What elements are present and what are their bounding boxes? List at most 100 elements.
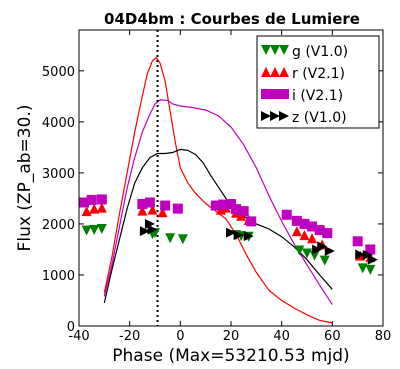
legend-marker-g-0 — [261, 45, 271, 55]
point-i-8 — [218, 199, 229, 210]
point-z-4 — [233, 230, 244, 241]
legend-marker-r-2 — [279, 67, 289, 77]
point-g-14 — [357, 263, 368, 274]
point-r-1 — [89, 203, 100, 214]
legend-item-g: g (V1.0) — [261, 44, 348, 60]
legend-box — [256, 35, 380, 129]
legend-marker-g-1 — [270, 45, 280, 55]
legend-marker-z-2 — [279, 111, 289, 121]
point-z-9 — [355, 249, 366, 260]
legend-label: r (V2.1) — [292, 66, 345, 82]
legend-marker-z-1 — [270, 111, 280, 121]
y-tick-label: 2000 — [42, 218, 75, 233]
legend-item-i: i (V2.1) — [261, 88, 343, 104]
legend-marker-i-0 — [261, 89, 271, 99]
point-g-1 — [89, 225, 100, 236]
legend-label: i (V2.1) — [292, 88, 343, 104]
point-z-2 — [147, 224, 158, 235]
point-r-3 — [137, 205, 148, 216]
point-i-12 — [246, 216, 257, 227]
legend-marker-i-2 — [279, 89, 289, 99]
point-z-8 — [324, 245, 335, 256]
point-r-2 — [96, 202, 107, 213]
point-i-16 — [307, 221, 318, 232]
point-r-5 — [157, 207, 168, 218]
point-i-2 — [96, 194, 107, 205]
point-r-12 — [299, 230, 310, 241]
point-z-10 — [362, 250, 373, 261]
point-z-7 — [317, 241, 328, 252]
point-i-18 — [322, 228, 333, 239]
model-curves — [103, 56, 333, 324]
point-i-15 — [299, 218, 310, 229]
point-i-11 — [238, 206, 249, 217]
y-tick-label: 1000 — [42, 269, 75, 284]
point-i-20 — [365, 244, 376, 255]
chart-title: 04D4bm : Courbes de Lumiere — [104, 10, 360, 28]
x-tick-label: 0 — [176, 329, 184, 344]
point-g-0 — [81, 225, 92, 236]
point-z-5 — [243, 231, 254, 242]
legend-items: g (V1.0) r (V2.1) i (V2.1) z (V1.0) — [261, 44, 348, 126]
point-r-13 — [307, 233, 318, 244]
x-tick-label: -40 — [68, 329, 89, 344]
x-tick-label: -20 — [119, 329, 140, 344]
x-axis-label: Phase (Max=53210.53 mjd) — [112, 346, 349, 366]
point-g-11 — [302, 248, 312, 259]
legend-label: g (V1.0) — [292, 44, 348, 60]
point-z-11 — [367, 254, 378, 265]
point-r-11 — [291, 226, 302, 237]
legend-item-r: r (V2.1) — [261, 66, 345, 82]
point-i-3 — [137, 199, 148, 210]
point-z-6 — [312, 244, 323, 255]
point-i-13 — [281, 209, 292, 220]
axis-ticks: -40 -20 0 20 40 60 80 0 1000 2000 3000 4000 5000 — [42, 30, 391, 344]
point-z-3 — [226, 227, 236, 238]
point-i-5 — [160, 200, 171, 211]
legend: g (V1.0) r (V2.1) i (V2.1) z (V1.0) — [256, 35, 380, 129]
point-g-15 — [365, 264, 376, 275]
x-tick-label: 40 — [273, 329, 290, 344]
point-r-0 — [81, 206, 92, 217]
point-i-4 — [144, 197, 155, 208]
legend-marker-i-1 — [270, 89, 280, 99]
y-tick-label: 3000 — [42, 167, 75, 182]
point-i-14 — [291, 215, 302, 226]
x-tick-label: 20 — [223, 329, 240, 344]
legend-marker-g-2 — [279, 45, 289, 55]
y-tick-label: 0 — [67, 320, 75, 335]
point-r-4 — [147, 204, 158, 215]
point-g-12 — [309, 250, 320, 261]
point-i-9 — [226, 199, 236, 210]
point-i-17 — [314, 225, 325, 236]
legend-item-z: z (V1.0) — [261, 110, 347, 126]
point-g-6 — [177, 234, 188, 245]
model-curve-1 — [103, 99, 333, 305]
point-i-6 — [172, 203, 183, 214]
point-z-0 — [139, 226, 150, 237]
model-curve-2 — [103, 148, 333, 304]
point-g-10 — [294, 245, 305, 256]
legend-marker-z-0 — [261, 111, 271, 121]
legend-marker-r-1 — [270, 67, 280, 77]
y-tick-label: 4000 — [42, 116, 75, 131]
x-tick-label: 60 — [324, 329, 341, 344]
data-points — [79, 194, 378, 275]
point-i-19 — [352, 236, 363, 247]
x-tick-label: 80 — [375, 329, 392, 344]
point-g-13 — [319, 255, 330, 266]
point-g-5 — [165, 233, 176, 244]
legend-label: z (V1.0) — [292, 110, 347, 126]
point-i-1 — [86, 194, 97, 205]
legend-marker-r-0 — [261, 67, 271, 77]
model-curve-0 — [103, 56, 333, 324]
y-axis-label: Flux (ZP_ab=30.) — [15, 105, 35, 252]
y-tick-label: 5000 — [42, 65, 75, 80]
point-i-10 — [231, 204, 242, 215]
point-g-2 — [96, 224, 107, 235]
point-z-1 — [144, 218, 155, 229]
point-i-0 — [79, 197, 90, 208]
point-i-7 — [210, 200, 221, 211]
